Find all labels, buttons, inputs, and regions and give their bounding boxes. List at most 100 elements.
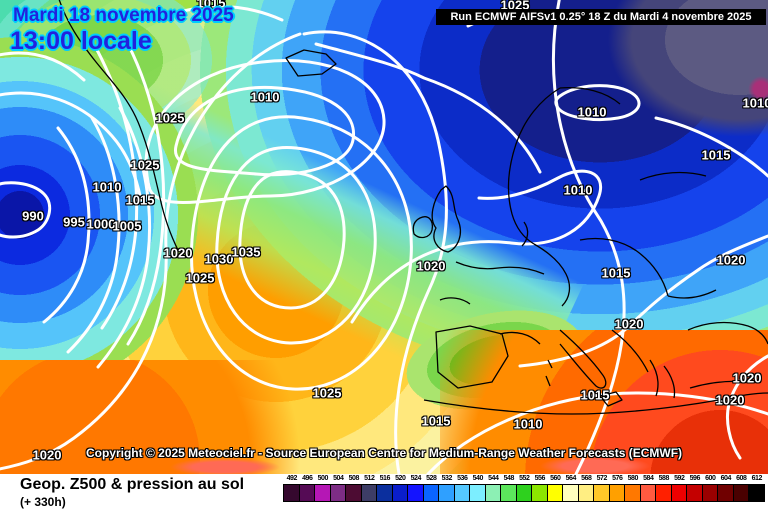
legend-swatch: [314, 484, 331, 502]
pressure-label: 1025: [155, 110, 185, 126]
legend-value: 572: [596, 475, 608, 482]
pressure-label: 1015: [580, 387, 610, 403]
pressure-label: 1015: [701, 147, 731, 163]
legend-value: 592: [674, 475, 685, 482]
legend-value: 524: [410, 475, 422, 482]
legend-value: 600: [705, 475, 716, 482]
legend-swatch: [717, 484, 734, 502]
legend-swatch: [283, 484, 300, 502]
legend-cell: 608: [732, 475, 749, 502]
pressure-label: 1010: [577, 104, 607, 120]
legend-swatch: [329, 484, 346, 502]
legend-cell: 528: [422, 475, 439, 502]
legend-cell: 512: [360, 475, 377, 502]
pressure-label: 1020: [614, 316, 644, 332]
map-area: 1015 1025 1010 1010 1025 1010 1015 1025 1010 1010…: [0, 0, 768, 474]
legend-value: 612: [751, 475, 763, 482]
pressure-label: 1010: [92, 179, 122, 195]
legend-swatch: [407, 484, 424, 502]
legend-cell: 596: [686, 475, 703, 502]
pressure-label: 1015: [125, 192, 155, 208]
legend-value: 536: [457, 475, 468, 482]
legend-scale: 492 496 500 504 508 512 516 520 524 528 532 536 540 5…: [283, 475, 765, 502]
legend-value: 552: [519, 475, 530, 482]
legend-swatch: [345, 484, 362, 502]
pressure-label: 1030: [204, 251, 234, 267]
legend-cell: 496: [298, 475, 315, 502]
legend-value: 596: [689, 475, 701, 482]
legend-value: 532: [441, 475, 453, 482]
legend-swatch: [298, 484, 315, 502]
legend-cell: 592: [670, 475, 687, 502]
legend-cell: 600: [701, 475, 718, 502]
legend-swatch: [546, 484, 563, 502]
legend-swatch: [639, 484, 656, 502]
legend-value: 604: [720, 475, 732, 482]
legend-cell: 564: [562, 475, 579, 502]
product-title: Geop. Z500 & pression au sol: [20, 476, 245, 493]
copyright-text: Copyright © 2025 Meteociel.fr - Source E…: [85, 446, 683, 460]
legend-cell: 612: [748, 475, 765, 502]
legend-cell: 568: [577, 475, 594, 502]
legend-swatch: [686, 484, 703, 502]
legend-cell: 576: [608, 475, 625, 502]
legend-cell: 508: [345, 475, 362, 502]
legend-swatch: [624, 484, 641, 502]
legend-cell: 536: [453, 475, 470, 502]
pressure-label: 1020: [732, 370, 762, 386]
legend-value: 508: [348, 475, 360, 482]
pressure-label: 1010: [742, 95, 768, 111]
footer-bar: Geop. Z500 & pression au sol (+ 330h) 49…: [0, 474, 768, 512]
legend-value: 580: [627, 475, 639, 482]
legend-swatch: [453, 484, 470, 502]
valid-date-label: Mardi 18 novembre 2025: [13, 5, 234, 26]
legend-cell: 520: [391, 475, 408, 502]
legend-swatch: [670, 484, 687, 502]
legend-swatch: [515, 484, 532, 502]
pressure-label: 1020: [163, 245, 193, 261]
pressure-label: 995: [63, 214, 85, 230]
pressure-label: 1035: [231, 244, 261, 260]
legend-swatch: [391, 484, 408, 502]
legend-swatch: [484, 484, 501, 502]
legend-value: 588: [658, 475, 670, 482]
legend-swatch: [562, 484, 579, 502]
legend-swatch: [655, 484, 672, 502]
legend-swatch: [701, 484, 718, 502]
legend-swatch: [376, 484, 393, 502]
legend-swatch: [500, 484, 517, 502]
pressure-label: 1025: [185, 270, 215, 286]
legend-value: 504: [333, 475, 344, 482]
pressure-label: 1010: [250, 89, 280, 105]
legend-cell: 560: [546, 475, 563, 502]
pressure-label: 1015: [421, 413, 451, 429]
pressure-label: 1025: [130, 157, 160, 173]
legend-value: 544: [488, 475, 499, 482]
pressure-label: 1020: [716, 252, 746, 268]
legend-cell: 572: [593, 475, 610, 502]
legend-value: 576: [612, 475, 623, 482]
model-run-info-bar: Run ECMWF AIFSv1 0.25° 18 Z du Mardi 4 n…: [436, 9, 766, 25]
legend-value: 520: [395, 475, 406, 482]
legend-value: 560: [550, 475, 561, 482]
legend-cell: 604: [717, 475, 734, 502]
legend-swatch: [748, 484, 765, 502]
forecast-step-label: (+ 330h): [20, 495, 66, 509]
legend-value: 512: [364, 475, 375, 482]
pressure-label: 1025: [312, 385, 342, 401]
pressure-labels-layer: 1015 1025 1010 1010 1025 1010 1015 1025 1010 1010…: [22, 0, 768, 463]
legend-cell: 588: [655, 475, 672, 502]
legend-cell: 544: [484, 475, 501, 502]
pressure-label: 1010: [513, 416, 543, 432]
legend-cell: 524: [407, 475, 424, 502]
legend-value: 540: [472, 475, 484, 482]
legend-swatch: [577, 484, 594, 502]
legend-cell: 504: [329, 475, 346, 502]
legend-value: 496: [302, 475, 313, 482]
legend-cell: 584: [639, 475, 656, 502]
pressure-label: 1010: [563, 182, 593, 198]
legend-value: 492: [286, 475, 298, 482]
legend-cell: 516: [376, 475, 393, 502]
legend-cell: 580: [624, 475, 641, 502]
